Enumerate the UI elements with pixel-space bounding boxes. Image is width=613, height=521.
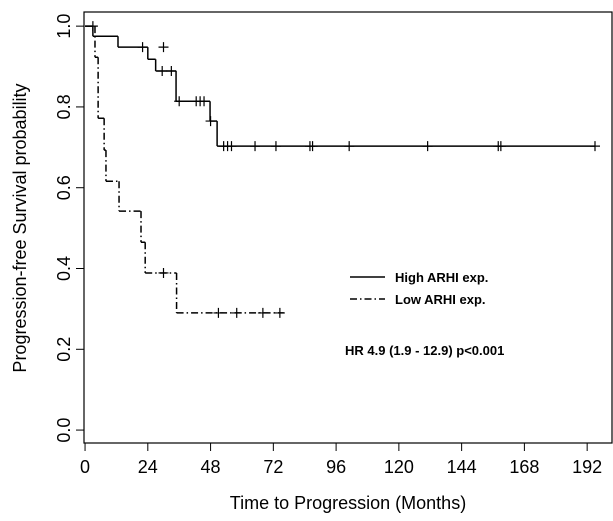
censor-mark xyxy=(231,307,242,318)
plot-frame xyxy=(83,11,613,444)
censor-mark xyxy=(205,116,216,127)
censor-mark xyxy=(590,141,601,152)
censor-mark xyxy=(166,65,177,76)
censor-mark xyxy=(213,307,224,318)
x-tick-label: 120 xyxy=(384,457,414,477)
y-tick-label: 0.6 xyxy=(54,175,74,200)
x-tick-label: 96 xyxy=(326,457,346,477)
x-tick-label: 24 xyxy=(138,457,158,477)
censor-mark xyxy=(226,141,237,152)
censor-mark xyxy=(157,65,168,76)
y-tick-label: 0.4 xyxy=(54,256,74,281)
x-tick-label: 192 xyxy=(572,457,602,477)
legend-label: Low ARHI exp. xyxy=(395,292,486,307)
y-tick-label: 0.8 xyxy=(54,94,74,119)
x-tick-label: 168 xyxy=(509,457,539,477)
censor-mark xyxy=(344,141,355,152)
legend-label: High ARHI exp. xyxy=(395,270,488,285)
y-tick-label: 1.0 xyxy=(54,14,74,39)
censor-mark xyxy=(270,141,281,152)
censor-mark xyxy=(422,141,433,152)
censor-mark xyxy=(274,307,285,318)
censor-mark xyxy=(250,141,261,152)
x-tick-label: 48 xyxy=(201,457,221,477)
censor-mark xyxy=(158,42,169,53)
y-tick-label: 0.0 xyxy=(54,418,74,443)
x-tick-label: 72 xyxy=(263,457,283,477)
annotation: HR 4.9 (1.9 - 12.9) p<0.001 xyxy=(345,343,504,358)
censor-mark xyxy=(87,21,98,32)
x-tick-label: 0 xyxy=(80,457,90,477)
censor-mark xyxy=(137,42,148,53)
x-axis-label: Time to Progression (Months) xyxy=(230,493,466,513)
censor-mark xyxy=(495,141,506,152)
x-tick-label: 144 xyxy=(447,457,477,477)
y-axis-label: Progression-free Survival probability xyxy=(10,83,30,372)
censor-mark xyxy=(174,96,185,107)
censor-mark xyxy=(307,141,318,152)
censor-mark xyxy=(257,307,268,318)
censor-mark xyxy=(199,96,210,107)
censor-mark xyxy=(158,267,169,278)
y-tick-label: 0.2 xyxy=(54,337,74,362)
